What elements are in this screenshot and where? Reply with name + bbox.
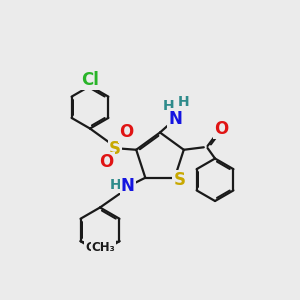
Text: Cl: Cl xyxy=(81,71,99,89)
Text: H: H xyxy=(178,95,190,110)
Text: H: H xyxy=(110,178,121,192)
Text: CH₃: CH₃ xyxy=(85,241,109,254)
Text: O: O xyxy=(119,123,133,141)
Text: S: S xyxy=(109,140,121,158)
Text: N: N xyxy=(121,178,135,196)
Text: O: O xyxy=(99,153,113,171)
Text: S: S xyxy=(174,171,186,189)
Text: H: H xyxy=(163,99,175,113)
Text: O: O xyxy=(214,119,228,137)
Text: N: N xyxy=(168,110,182,128)
Text: CH₃: CH₃ xyxy=(92,241,115,254)
